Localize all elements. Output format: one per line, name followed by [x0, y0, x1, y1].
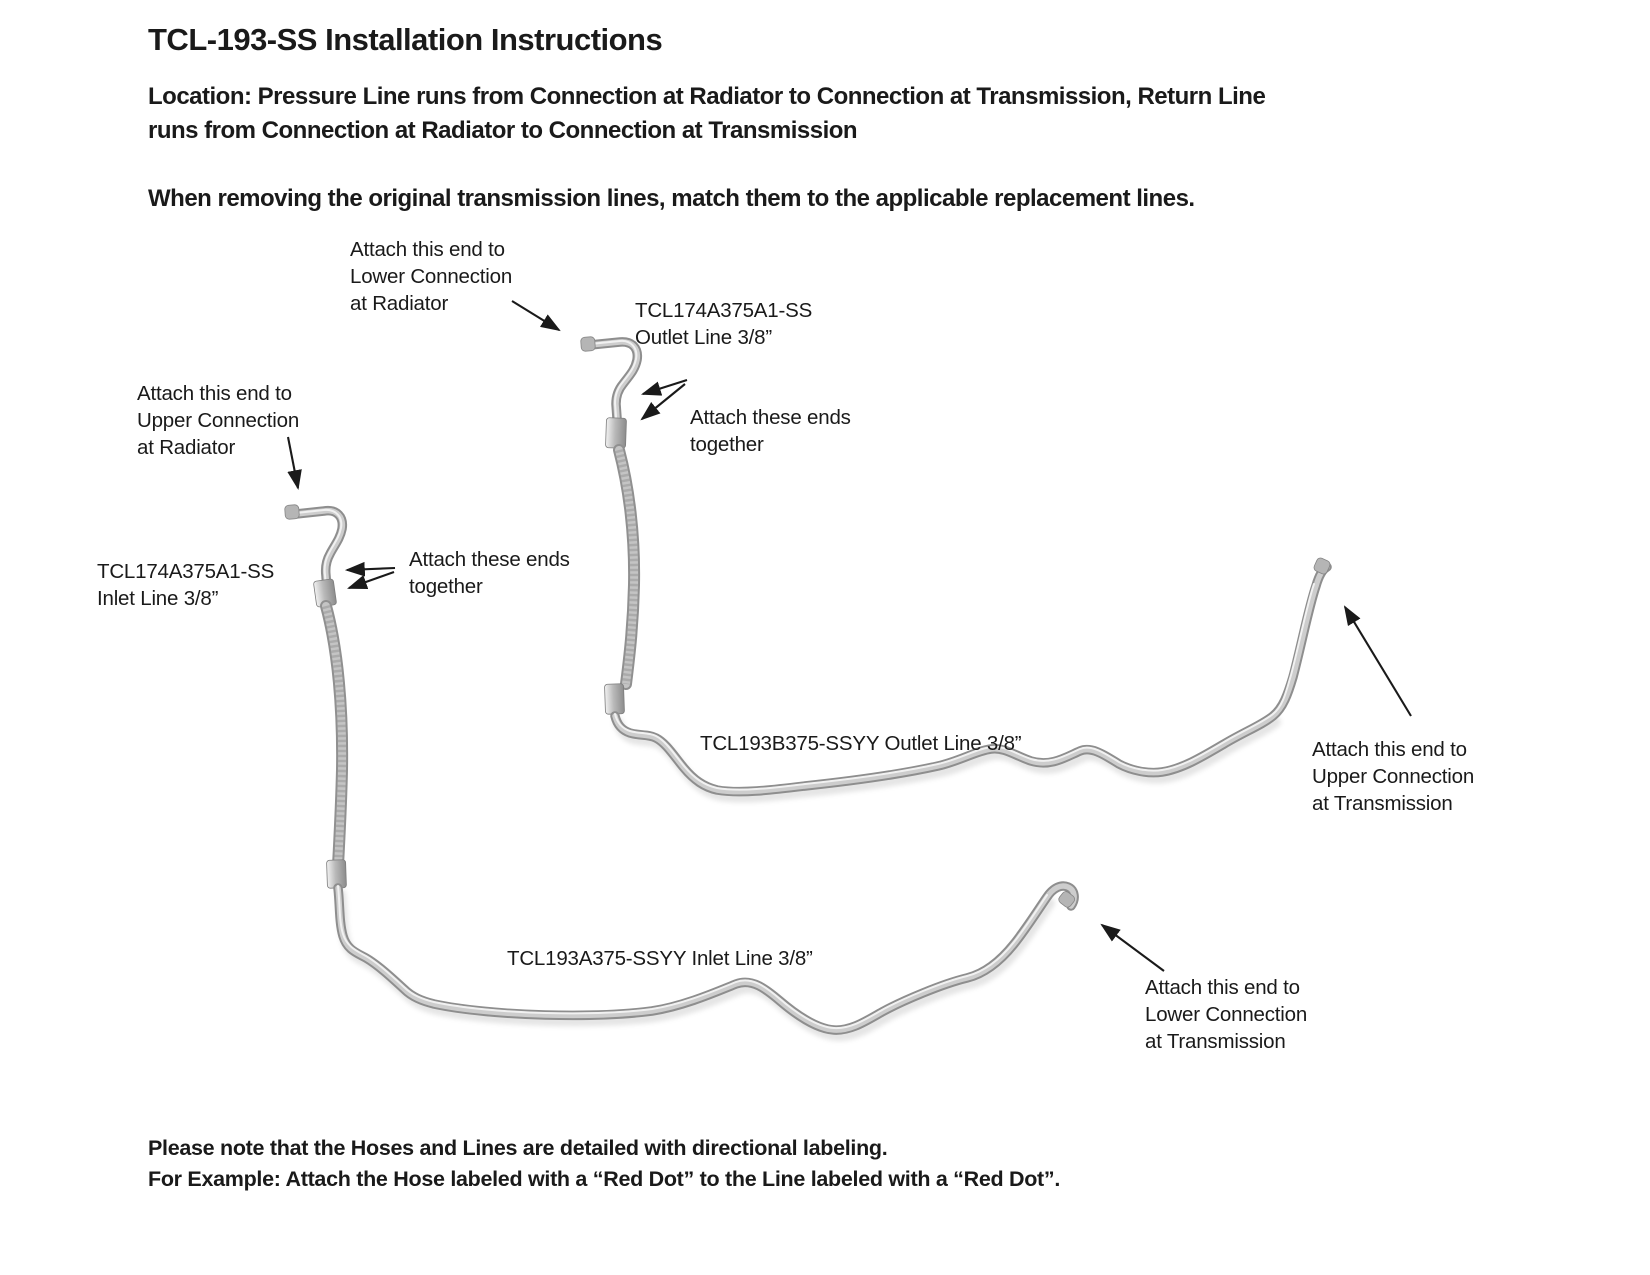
outlet-transmission-endcap [1313, 557, 1331, 575]
label-line: at Radiator [137, 436, 236, 459]
label-line: Upper Connection [137, 409, 300, 432]
arrow-upper-transmission [1343, 605, 1412, 717]
arrow-upper-radiator [286, 436, 302, 491]
location-text: Location: Pressure Line runs from Connec… [148, 80, 1266, 148]
label-line: Attach these ends [690, 406, 851, 429]
outlet-line-assembly [580, 336, 1332, 797]
label-line: together [690, 433, 764, 456]
label-attach-lower-radiator: Attach this end to Lower Connection at R… [350, 236, 512, 317]
label-attach-ends-inlet: Attach these ends together [409, 546, 570, 600]
part-number: TCL174A375A1-SS [635, 299, 813, 322]
location-line-2: runs from Connection at Radiator to Conn… [148, 117, 858, 144]
page-title: TCL-193-SS Installation Instructions [148, 22, 663, 57]
inlet-radiator-endcap [284, 504, 300, 520]
label-inlet-hose-part: TCL174A375A1-SS Inlet Line 3/8” [97, 558, 274, 612]
outlet-hose-fitting [605, 417, 627, 449]
outlet-radiator-endcap [580, 336, 596, 352]
footer-note: Please note that the Hoses and Lines are… [148, 1133, 1060, 1195]
label-attach-lower-transmission: Attach this end to Lower Connection at T… [1145, 974, 1307, 1055]
label-attach-upper-radiator: Attach this end to Upper Connection at R… [137, 380, 299, 461]
annotation-arrows [286, 300, 1412, 972]
label-line: at Radiator [350, 292, 449, 315]
label-outlet-hose-part: TCL174A375A1-SS Outlet Line 3/8” [635, 297, 812, 351]
part-description: Inlet Line 3/8” [97, 587, 219, 610]
intro-text: When removing the original transmission … [148, 185, 1195, 212]
label-line: Lower Connection [1145, 1003, 1308, 1026]
label-line: Lower Connection [350, 265, 513, 288]
arrow-lower-radiator [511, 300, 561, 332]
label-attach-upper-transmission: Attach this end to Upper Connection at T… [1312, 736, 1474, 817]
part-number: TCL174A375A1-SS [97, 560, 275, 583]
label-line: at Transmission [1312, 792, 1453, 815]
label-line: Attach this end to [1312, 738, 1467, 761]
label-line: at Transmission [1145, 1030, 1286, 1053]
inlet-line-assembly [284, 504, 1079, 1035]
arrow-attach-inlet-top [344, 561, 396, 577]
label-inlet-line-part: TCL193A375-SSYY Inlet Line 3/8” [507, 947, 813, 970]
arrow-lower-transmission [1100, 923, 1165, 972]
note-line-1: Please note that the Hoses and Lines are… [148, 1136, 888, 1160]
label-line: Upper Connection [1312, 765, 1475, 788]
label-line: Attach this end to [137, 382, 292, 405]
part-description: Outlet Line 3/8” [635, 326, 772, 349]
note-line-2: For Example: Attach the Hose labeled wit… [148, 1167, 1061, 1191]
label-line: Attach this end to [350, 238, 505, 261]
arrow-attach-outlet-top [640, 378, 688, 396]
label-attach-ends-outlet: Attach these ends together [690, 404, 851, 458]
label-line: together [409, 575, 483, 598]
arrow-attach-outlet-bottom [640, 383, 686, 421]
arrow-attach-inlet-bottom [347, 571, 395, 589]
label-outlet-line-part: TCL193B375-SSYY Outlet Line 3/8” [700, 732, 1022, 755]
outlet-line-fitting [604, 683, 625, 715]
label-line: Attach this end to [1145, 976, 1300, 999]
inlet-transmission-endcap [1058, 891, 1075, 908]
label-line: Attach these ends [409, 548, 570, 571]
location-line-1: Location: Pressure Line runs from Connec… [148, 83, 1266, 110]
